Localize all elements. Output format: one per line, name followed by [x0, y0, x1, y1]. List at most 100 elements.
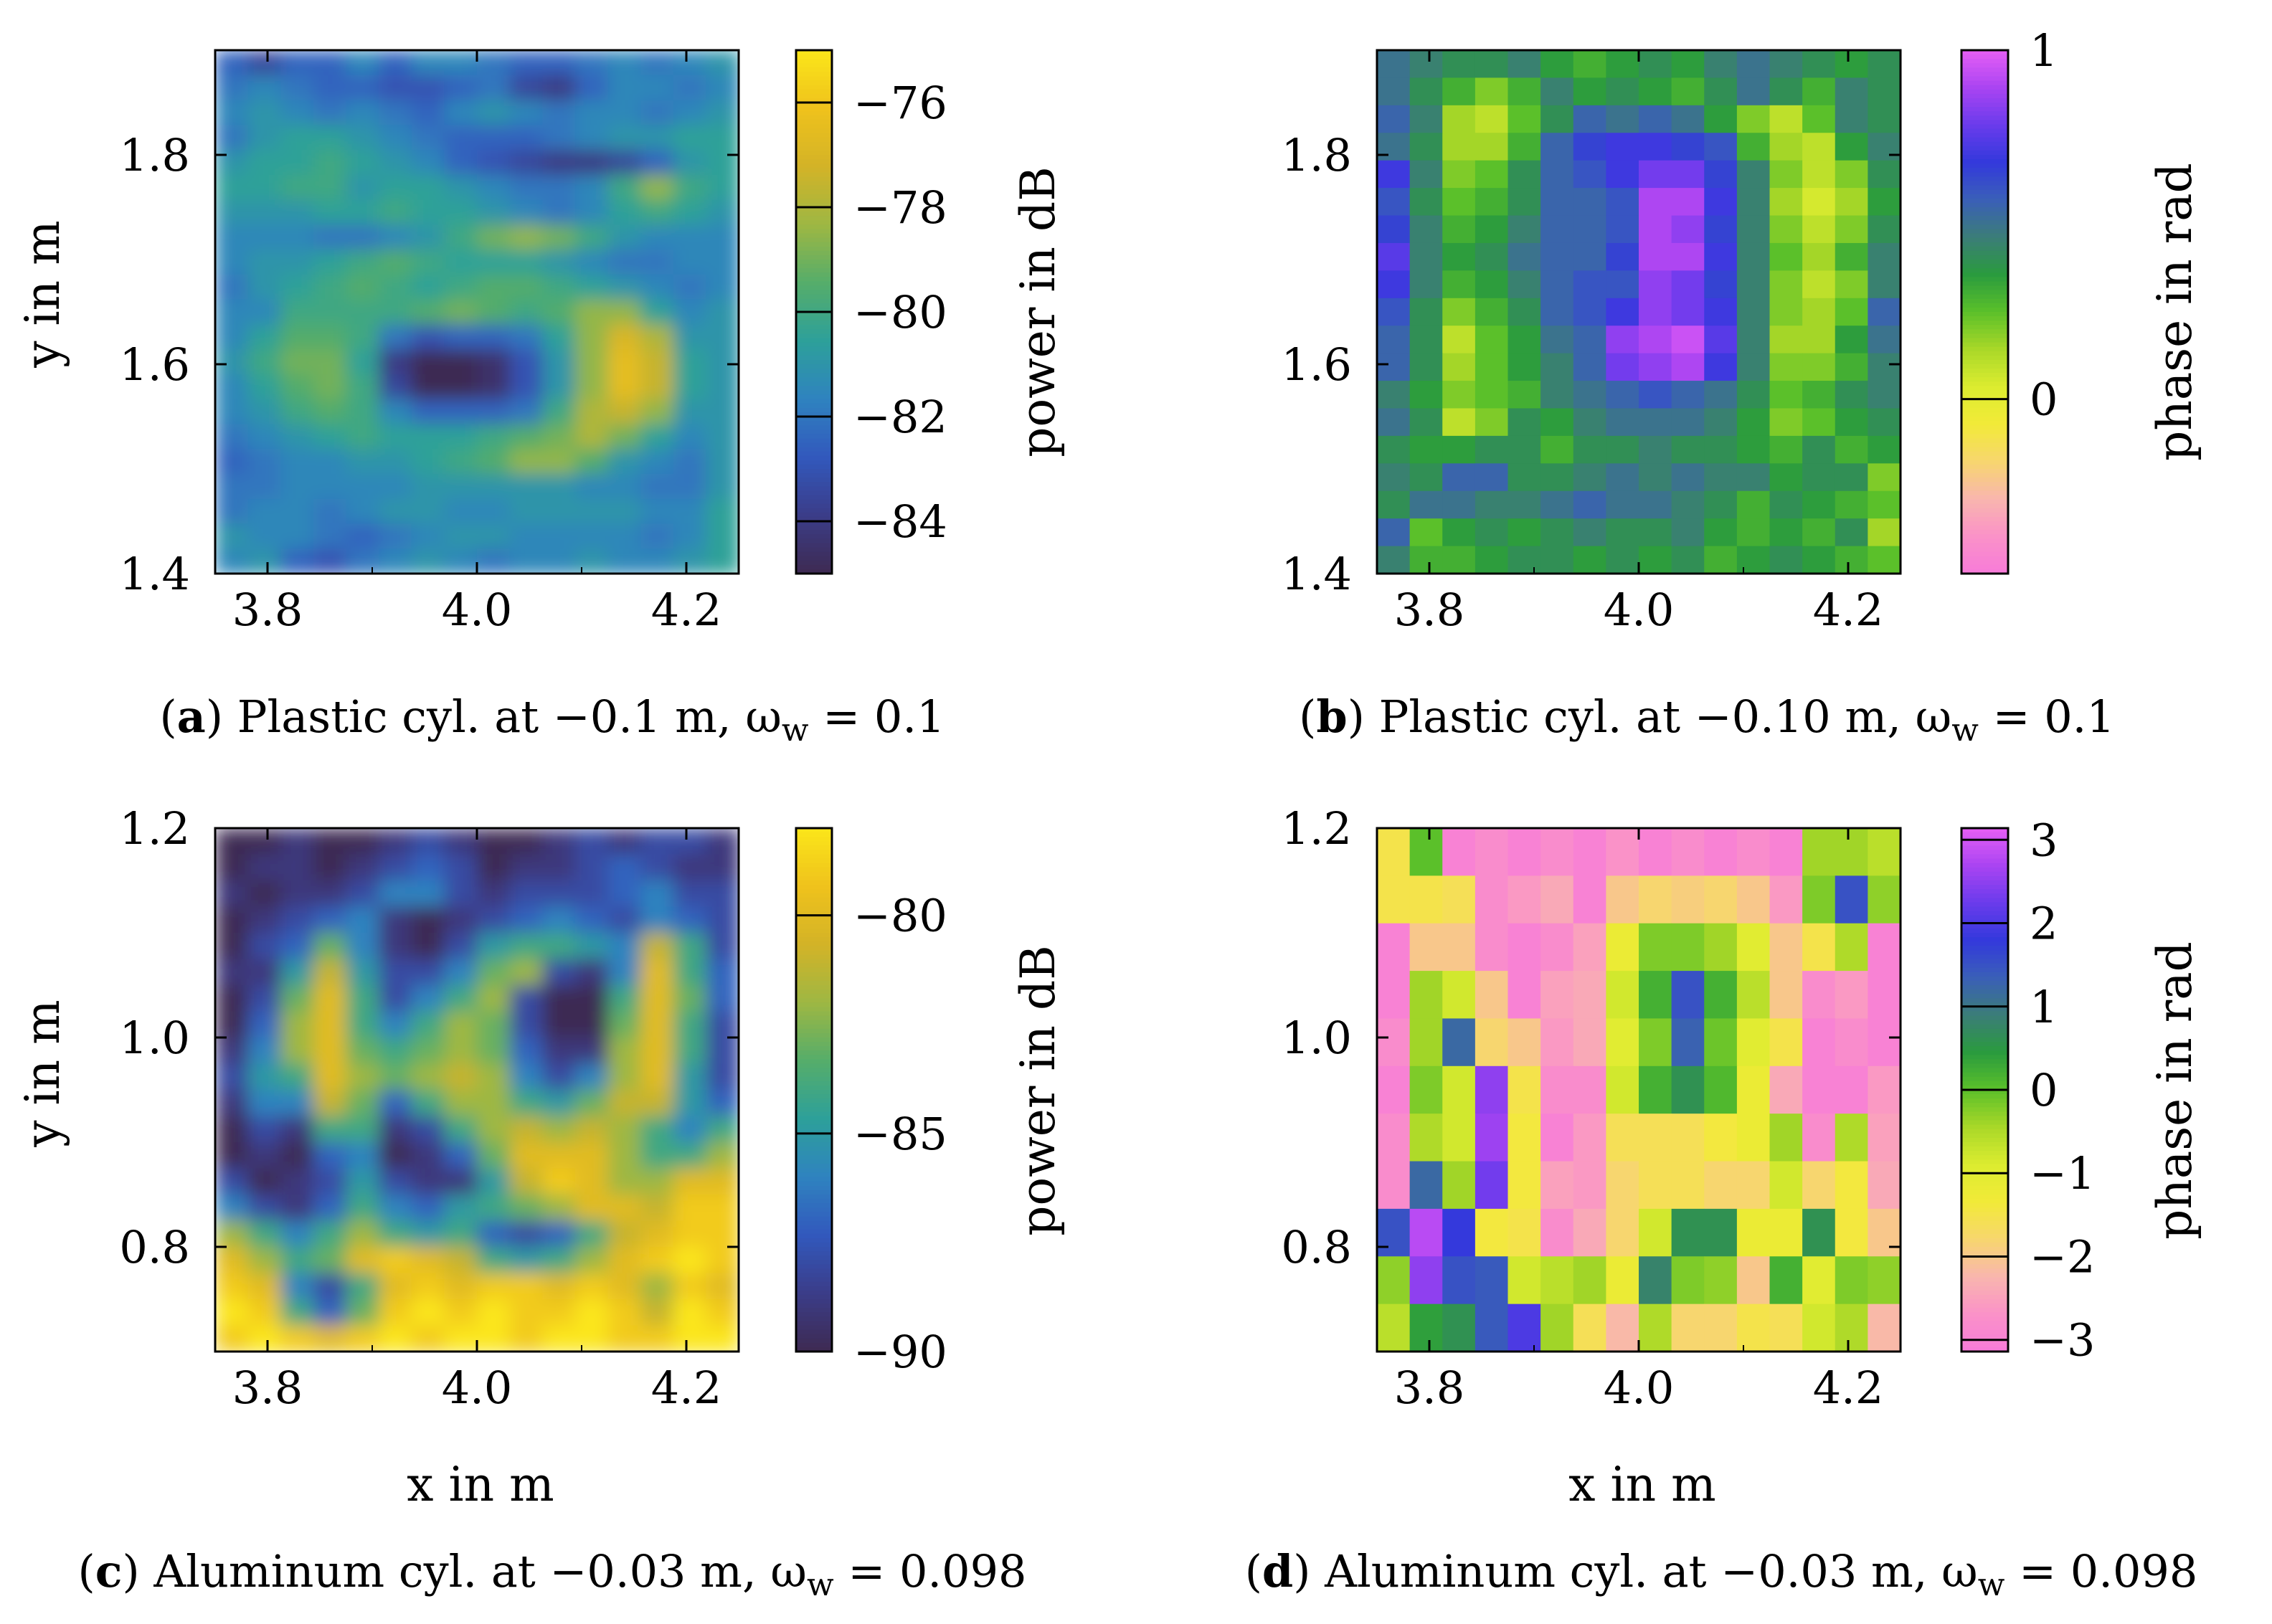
heatmap-cell: [1409, 408, 1443, 437]
heatmap-cell: [574, 828, 610, 856]
colorbar-swatch: [1961, 72, 2008, 77]
colorbar-swatch: [796, 159, 832, 164]
heatmap-cell: [247, 933, 283, 961]
heatmap-cell: [313, 933, 348, 961]
colorbar-swatch: [1961, 490, 2008, 496]
heatmap-cell: [1769, 971, 1803, 1020]
colorbar-swatch: [1961, 417, 2008, 422]
heatmap-cell: [379, 199, 413, 227]
heatmap-cell: [379, 549, 413, 574]
heatmap-cell: [280, 274, 315, 301]
colorbar-swatch: [796, 508, 832, 513]
heatmap-cell: [313, 473, 348, 500]
heatmap-cell: [1868, 326, 1901, 354]
colorbar-swatch: [796, 346, 832, 352]
heatmap-cell: [509, 1220, 544, 1248]
heatmap-cell: [509, 299, 544, 326]
colorbar-swatch: [796, 421, 832, 426]
heatmap-cell: [1736, 546, 1771, 574]
x-tick-label: 3.8: [232, 584, 303, 636]
colorbar-swatch: [1961, 543, 2008, 549]
colorbar-swatch: [796, 1063, 832, 1069]
colorbar-swatch: [796, 941, 832, 947]
heatmap-cell: [1802, 1208, 1836, 1257]
panel-c-ylabel: y in m: [15, 999, 70, 1147]
colorbar-swatch: [1961, 464, 2008, 470]
heatmap-cell: [1442, 546, 1476, 574]
heatmap-cell: [542, 933, 577, 961]
panel-c-colorbar: −80−85−90: [795, 827, 947, 1378]
heatmap-cell: [673, 174, 708, 201]
heatmap-cell: [346, 174, 381, 201]
heatmap-cell: [1475, 1256, 1509, 1305]
colorbar-swatch: [1961, 133, 2008, 138]
heatmap-cell: [411, 1037, 446, 1065]
heatmap-cell: [477, 959, 511, 987]
heatmap-cell: [411, 1195, 446, 1222]
colorbar-swatch: [796, 1055, 832, 1060]
heatmap-cell: [607, 498, 643, 526]
colorbar-swatch: [1961, 551, 2008, 557]
heatmap-cell: [1769, 1304, 1803, 1352]
heatmap-cell: [640, 449, 675, 475]
colorbar-swatch: [1961, 1076, 2008, 1082]
heatmap-cell: [1442, 381, 1476, 409]
heatmap-cell: [215, 399, 250, 426]
heatmap-cell: [1377, 875, 1411, 924]
heatmap-cell: [444, 374, 479, 401]
heatmap-cell: [1639, 298, 1672, 326]
heatmap-cell: [379, 933, 413, 961]
colorbar-swatch: [796, 854, 832, 860]
heatmap-cell: [379, 324, 413, 351]
heatmap-cell: [1671, 923, 1705, 972]
x-tick-label: 3.8: [1394, 1362, 1465, 1414]
heatmap-cell: [247, 50, 283, 77]
heatmap-cell: [607, 959, 643, 987]
heatmap-cell: [542, 224, 577, 252]
colorbar-swatch: [796, 534, 832, 540]
colorbar-swatch: [796, 115, 832, 121]
heatmap-cell: [1540, 1304, 1574, 1352]
heatmap-cell: [509, 880, 544, 908]
heatmap-cell: [313, 1063, 348, 1091]
colorbar-swatch: [1961, 185, 2008, 191]
heatmap-cell: [411, 374, 446, 401]
heatmap-cell: [1835, 923, 1868, 972]
heatmap-cell: [542, 1220, 577, 1248]
colorbar-swatch: [796, 216, 832, 222]
heatmap-cell: [1802, 160, 1836, 189]
heatmap-cell: [215, 1195, 250, 1222]
heatmap-cell: [1704, 875, 1738, 924]
heatmap-cell: [379, 959, 413, 987]
heatmap-cell: [1835, 133, 1868, 161]
heatmap-cell: [673, 349, 708, 376]
heatmap-cell: [1868, 490, 1901, 519]
heatmap-cell: [346, 473, 381, 500]
heatmap-cell: [411, 75, 446, 102]
heatmap-cell: [640, 1195, 675, 1222]
heatmap-cell: [640, 324, 675, 351]
heatmap-cell: [1573, 381, 1606, 409]
colorbar-swatch: [796, 564, 832, 570]
colorbar-swatch: [1961, 499, 2008, 505]
heatmap-cell: [1606, 105, 1639, 133]
heatmap-cell: [673, 75, 708, 102]
colorbar-swatch: [796, 875, 832, 881]
heatmap-cell: [1507, 971, 1541, 1020]
heatmap-cell: [574, 174, 610, 201]
heatmap-cell: [542, 125, 577, 152]
heatmap-cell: [247, 399, 283, 426]
heatmap-cell: [247, 880, 283, 908]
colorbar-swatch: [1961, 1312, 2008, 1318]
colorbar-swatch: [1961, 146, 2008, 151]
heatmap-cell: [673, 399, 708, 426]
heatmap-cell: [477, 985, 511, 1013]
heatmap-cell: [280, 374, 315, 401]
heatmap-cell: [1409, 1256, 1443, 1305]
heatmap-cell: [444, 1247, 479, 1275]
heatmap-cell: [1507, 381, 1541, 409]
heatmap-cell: [313, 906, 348, 934]
panel-a-caption-tail: = 0.1: [809, 690, 945, 743]
heatmap-cell: [574, 854, 610, 882]
heatmap-cell: [215, 75, 250, 102]
